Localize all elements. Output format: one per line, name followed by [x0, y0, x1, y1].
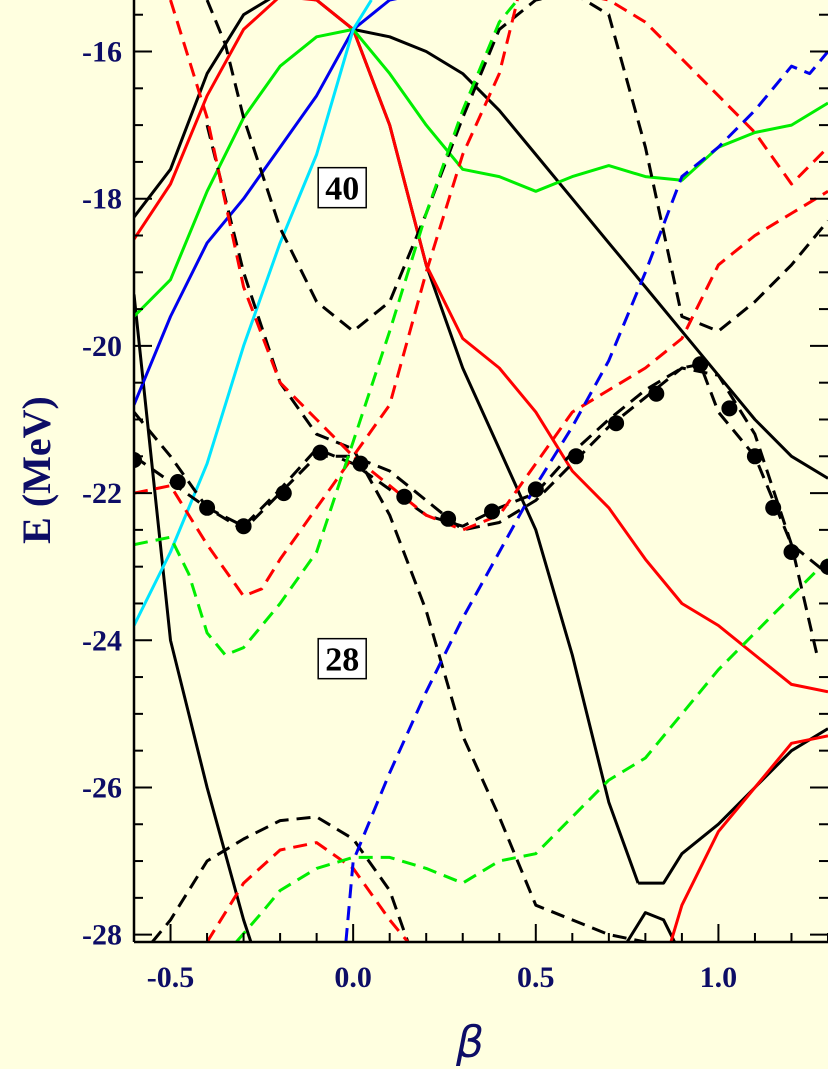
- markers-layer: [134, 356, 828, 575]
- data-point-marker: [721, 400, 738, 417]
- data-point-marker: [568, 448, 584, 465]
- series-line-blue-dashed-24: [344, 50, 828, 942]
- data-point-marker: [352, 455, 369, 472]
- data-point-marker: [648, 385, 665, 402]
- data-point-marker: [199, 499, 216, 516]
- series-line-red-dashed-21: [205, 841, 410, 942]
- y-axis-title: E (MeV): [14, 396, 59, 544]
- y-tick-label: -24: [82, 624, 122, 657]
- y-tick-label: -20: [82, 330, 122, 363]
- series-line-red-solid-7: [351, 28, 828, 694]
- data-point-marker: [275, 485, 292, 502]
- series-line-black-dashed-13: [134, 362, 828, 576]
- data-point-marker: [440, 510, 457, 527]
- series-line-black-solid-2: [134, 294, 253, 942]
- series-line-cyan-solid-12: [134, 0, 373, 627]
- y-tick-label: -16: [82, 36, 122, 69]
- series-line-black-dashed-17: [151, 815, 410, 942]
- series-layer: [134, 0, 828, 942]
- axis-ticks: [134, 13, 828, 942]
- annotation-box: [317, 166, 367, 209]
- series-line-red-dashed-18: [134, 190, 828, 598]
- series-line-black-solid-4: [638, 727, 828, 885]
- x-tick-label: 0.0: [334, 961, 372, 994]
- series-line-blue-solid-11: [134, 0, 398, 406]
- series-line-green-solid-10: [352, 28, 828, 193]
- data-point-marker: [169, 474, 186, 490]
- data-point-marker: [235, 518, 252, 535]
- series-line-black-solid-0: [134, 0, 355, 219]
- data-point-marker: [692, 356, 709, 373]
- annotation-label: 28: [325, 642, 359, 679]
- annotation-box: [317, 637, 367, 680]
- y-tick-label: -18: [82, 183, 122, 216]
- x-tick-label: 1.0: [700, 961, 738, 994]
- series-line-black-solid-1: [352, 27, 828, 480]
- annotation-label: 40: [325, 171, 359, 208]
- annotations: 40 28: [317, 166, 367, 680]
- y-tick-label: -22: [82, 477, 122, 510]
- data-point-marker: [484, 503, 500, 520]
- series-line-black-dashed-15: [205, 0, 828, 333]
- series-line-red-dashed-20: [601, 0, 828, 186]
- series-line-red-solid-8: [669, 734, 828, 942]
- axes-frame: [132, 0, 828, 944]
- series-line-green-dashed-22: [134, 0, 519, 657]
- x-axis-title: β: [455, 1017, 484, 1068]
- data-point-marker: [783, 544, 800, 560]
- x-tick-label: -0.5: [147, 961, 195, 994]
- tick-labels: -0.5 0.0 0.5 1.0 -28 -26 -24 -22 -20 -18 -16: [82, 36, 737, 994]
- data-point-marker: [396, 488, 413, 505]
- data-point-marker: [765, 499, 782, 516]
- x-tick-label: 0.5: [517, 961, 555, 994]
- series-line-black-solid-5: [625, 911, 676, 942]
- data-point-marker: [746, 448, 763, 465]
- data-point-marker: [608, 415, 625, 432]
- data-point-marker: [527, 481, 544, 498]
- y-tick-label: -26: [82, 771, 122, 804]
- data-point-marker: [312, 444, 329, 461]
- series-line-red-solid-6: [134, 0, 355, 241]
- y-tick-label: -28: [82, 919, 122, 952]
